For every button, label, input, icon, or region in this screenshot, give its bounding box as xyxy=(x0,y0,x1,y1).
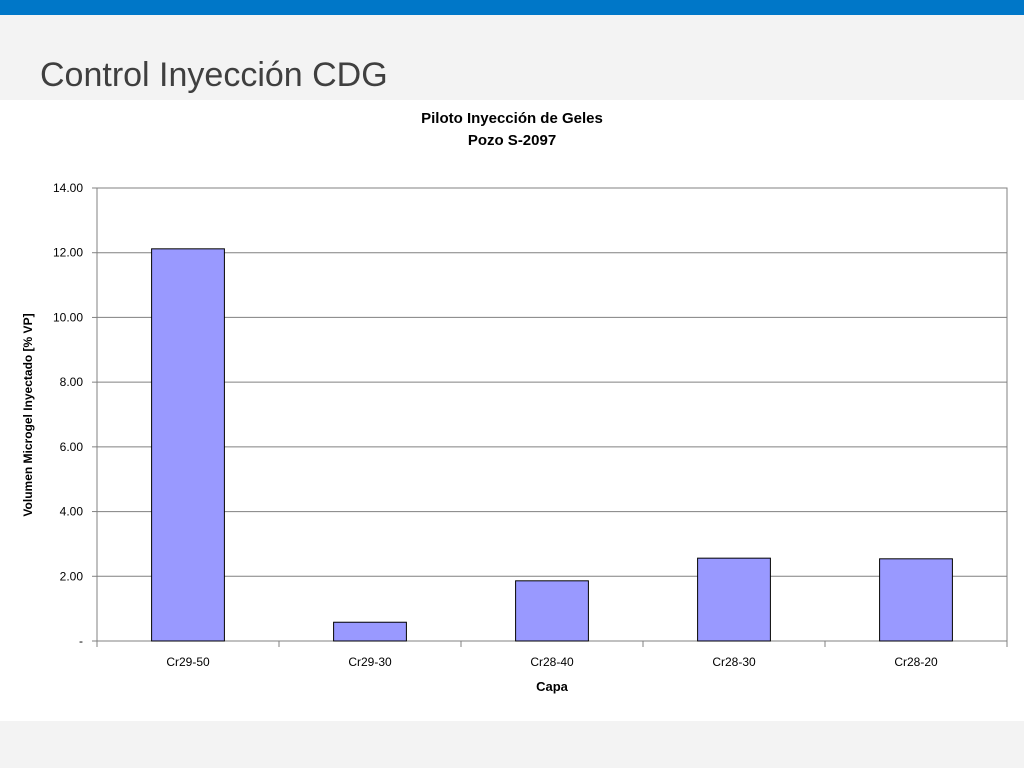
y-tick-label: - xyxy=(79,634,83,648)
plot-area: - 2.00 4.00 6.00 8.00 10.00 12.00 14.00 Cr29-50 C… xyxy=(53,181,1008,669)
plot-frame xyxy=(96,187,1008,642)
bar xyxy=(515,580,589,642)
bar xyxy=(879,558,953,642)
chart-title: Piloto Inyección de Geles xyxy=(421,110,603,127)
chart-subtitle: Pozo S-2097 xyxy=(468,132,556,149)
bar xyxy=(333,621,407,642)
y-tick-label: 14.00 xyxy=(53,181,83,195)
chart-area: Piloto Inyección de Geles Pozo S-2097 - 2… xyxy=(0,100,1024,721)
x-tick-label: Cr29-50 xyxy=(166,655,210,669)
y-tick-label: 2.00 xyxy=(60,569,84,583)
y-axis-label: Volumen Microgel Inyectado [% VP] xyxy=(21,313,35,516)
y-tick-label: 4.00 xyxy=(60,505,84,519)
top-accent-bar xyxy=(0,0,1024,15)
x-tick-label: Cr29-30 xyxy=(348,655,392,669)
y-tick-label: 6.00 xyxy=(60,440,84,454)
x-tick-label: Cr28-30 xyxy=(712,655,756,669)
y-tick-label: 12.00 xyxy=(53,246,83,260)
y-tick-label: 10.00 xyxy=(53,310,83,324)
x-tick-label: Cr28-20 xyxy=(894,655,938,669)
bar-chart: Piloto Inyección de Geles Pozo S-2097 - 2… xyxy=(21,110,1008,694)
y-tick-label: 8.00 xyxy=(60,375,84,389)
slide-title: Control Inyección CDG xyxy=(40,56,388,94)
x-axis-label: Capa xyxy=(536,679,569,694)
bar xyxy=(151,248,225,642)
x-tick-label: Cr28-40 xyxy=(530,655,574,669)
bar xyxy=(697,557,771,642)
